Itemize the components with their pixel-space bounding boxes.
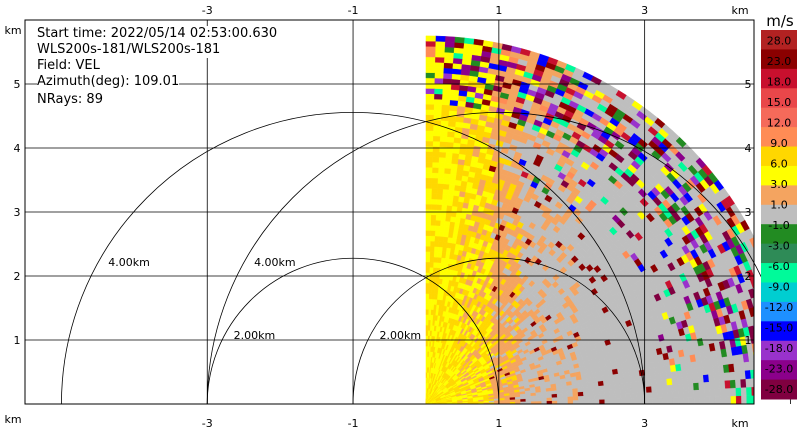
velocity-field	[425, 35, 754, 404]
field-cell	[750, 377, 754, 388]
colorbar-label: -3.0	[768, 239, 789, 252]
field-cell	[751, 267, 754, 276]
colorbar-label: 15.0	[767, 96, 792, 109]
colorbar-label: 1.0	[770, 198, 788, 211]
colorbar-label: -28.0	[765, 383, 793, 396]
colorbar-label: 3.0	[770, 178, 788, 191]
colorbar-label: -9.0	[768, 280, 789, 293]
field-cell	[749, 277, 754, 289]
field-cell	[751, 342, 754, 353]
colorbar-label: 9.0	[770, 137, 788, 150]
field-cell	[750, 297, 754, 308]
field-cell	[751, 386, 754, 396]
field-cell	[751, 395, 754, 404]
colorbar-label: -6.0	[768, 260, 789, 273]
colorbar-label: 12.0	[767, 116, 792, 129]
colorbar-label: 18.0	[767, 75, 792, 88]
field-cell	[750, 369, 754, 379]
colorbar-label: 23.0	[767, 55, 792, 68]
colorbar-label: 6.0	[770, 157, 788, 170]
colorbar-label: -12.0	[765, 301, 793, 314]
field-cell	[750, 315, 754, 326]
colorbar-unit: m/s	[766, 12, 794, 30]
colorbar-label: 28.0	[767, 34, 792, 47]
colorbar-label: -15.0	[765, 321, 793, 334]
colorbar-label: -1.0	[768, 219, 789, 232]
colorbar-label: -18.0	[765, 342, 793, 355]
colorbar-label: -23.0	[765, 362, 793, 375]
field-cell	[749, 334, 754, 344]
